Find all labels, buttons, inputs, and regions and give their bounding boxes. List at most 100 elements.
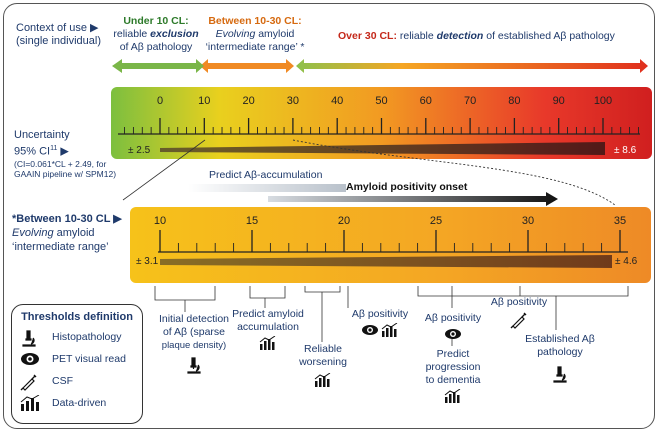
context-arrow-orange <box>200 59 294 73</box>
top-scale-tick-label: 30 <box>287 95 299 107</box>
segment-under10-text-b: exclusion <box>150 28 199 40</box>
annotation-predict-l1: Predict amyloid <box>232 308 304 320</box>
annotation-progression-l1: Predict <box>436 348 470 360</box>
top-scale-tick-label: 0 <box>157 95 163 107</box>
bottom-scale-tick-label: 10 <box>154 215 166 227</box>
segment-10to30: Between 10-30 CL: Evolving amyloid ‘inte… <box>200 15 310 54</box>
legend-label-pet: PET visual read <box>52 353 126 365</box>
annotation-predict-accumulation: Predict amyloid accumulation <box>228 308 308 354</box>
segment-under10-text-c: of Aβ pathology <box>119 41 193 53</box>
context-arrow-green <box>112 59 196 73</box>
segment-10to30-title: Between 10-30 CL: <box>208 15 302 27</box>
top-ci-band <box>160 142 605 155</box>
context-label-line1: Context of use ▶ <box>16 22 99 34</box>
top-scale-tick-label: 40 <box>331 95 343 107</box>
annotation-initial-l2: of Aβ (sparse <box>162 326 226 338</box>
bar-chart-icon <box>259 335 277 352</box>
legend: Thresholds definition Histopathology PET… <box>11 304 143 424</box>
context-arrow-green-head <box>196 59 204 73</box>
microscope-icon <box>551 365 569 383</box>
segment-10to30-text-b: amyloid <box>255 28 295 40</box>
annotation-progression-l3: to dementia <box>425 374 481 386</box>
segment-over30-text-b: detection <box>436 30 484 42</box>
zoom-connector-left <box>122 139 206 201</box>
annotation-abeta-positivity-2: Aβ positivity <box>418 312 488 345</box>
annotation-established-l1: Established Aβ <box>525 333 595 345</box>
legend-item-datadriven: Data-driven <box>20 394 140 413</box>
context-arrow-red <box>296 59 648 73</box>
bottom-ci-left: ± 3.1 <box>136 256 159 267</box>
uncertainty-arrow: ▶ <box>60 145 69 158</box>
top-ci-left: ± 2.5 <box>128 145 151 156</box>
annotation-initial-detection: Initial detection of Aβ (sparse plaque d… <box>154 313 234 378</box>
annotation-abeta-positivity-1: Aβ positivity <box>345 308 415 341</box>
annotation-abeta-positivity-3: Aβ positivity <box>484 296 554 333</box>
top-scale-tick-label: 50 <box>375 95 387 107</box>
segment-under10-title: Under 10 CL: <box>123 15 189 27</box>
segment-over30-text-c: of established Aβ pathology <box>483 30 615 42</box>
onset-arrow-label: Amyloid positivity onset <box>346 181 468 193</box>
bottom-scale-tick-label: 25 <box>430 215 442 227</box>
bottom-scale-tick-label: 30 <box>522 215 534 227</box>
bottom-scale-ticks <box>159 230 621 252</box>
eye-icon <box>20 351 42 369</box>
bar-chart-icon <box>314 372 332 389</box>
bracket-established <box>417 286 629 297</box>
legend-item-pet: PET visual read <box>20 351 140 369</box>
uncertainty-superscript: 11 <box>50 145 58 152</box>
segment-over30-title: Over 30 CL: <box>338 30 397 42</box>
legend-label-csf: CSF <box>52 375 73 387</box>
top-scale-ticks <box>124 118 639 134</box>
bottom-ci-band <box>160 255 612 268</box>
segment-10to30-text-c: ‘intermediate range’ * <box>205 41 305 53</box>
bar-chart-icon <box>20 394 42 413</box>
legend-label-histopathology: Histopathology <box>52 331 122 343</box>
uncertainty-note2: GAAIN pipeline w/ SPM12) <box>14 168 117 179</box>
uncertainty-note1: (CI=0.061*CL + 2.49, for <box>14 158 107 169</box>
figure-frame <box>3 3 655 429</box>
top-scale-tick-label: 60 <box>420 95 432 107</box>
syringe-icon <box>510 311 528 329</box>
segment-under10: Under 10 CL: reliable exclusion of Aβ pa… <box>113 15 199 54</box>
bottom-scale-tick-label: 15 <box>246 215 258 227</box>
annotation-initial-l3: plaque density) <box>161 340 227 351</box>
annotation-established: Established Aβ pathology <box>520 333 600 387</box>
top-scale-tick-label: 10 <box>198 95 210 107</box>
intermediate-line2b: amyloid <box>53 227 95 239</box>
top-scale-tick-label: 90 <box>553 95 565 107</box>
eye-icon <box>444 327 462 343</box>
bottom-scale-tick-labels: 10 15 20 25 30 35 <box>154 215 626 227</box>
annotation-initial-l1: Initial detection <box>158 313 230 325</box>
annotation-positivity1-label: Aβ positivity <box>351 308 409 320</box>
microscope-icon <box>185 356 203 374</box>
predict-arrow <box>188 184 346 192</box>
bracket-predict-accum <box>249 286 286 299</box>
eye-icon <box>361 323 379 339</box>
uncertainty-label: Uncertainty 95% CI11 ▶ (CI=0.061*CL + 2.… <box>14 128 116 179</box>
legend-item-histopathology: Histopathology <box>20 329 140 347</box>
annotation-worsening-l2: worsening <box>299 356 347 368</box>
annotation-established-l2: pathology <box>537 346 583 358</box>
annotation-reliable-worsening: Reliable worsening <box>298 343 348 391</box>
microscope-icon <box>20 329 42 347</box>
bottom-scale-bar <box>130 207 651 283</box>
context-label: Context of use ▶ (single individual) <box>16 22 101 48</box>
intermediate-line2a: Evolving <box>12 227 54 239</box>
bottom-ci-right: ± 4.6 <box>615 256 638 267</box>
context-arrows <box>112 59 648 73</box>
annotation-positivity3-label: Aβ positivity <box>490 296 548 308</box>
bottom-scale-tick-label: 20 <box>338 215 350 227</box>
bottom-scale-tick-label: 35 <box>614 215 626 227</box>
legend-item-csf: CSF <box>20 373 140 391</box>
top-scale-tick-label: 80 <box>508 95 520 107</box>
intermediate-label: *Between 10-30 CL ▶ Evolving amyloid ‘in… <box>12 212 122 254</box>
annotation-worsening-l1: Reliable <box>304 343 342 355</box>
legend-title: Thresholds definition <box>21 311 133 323</box>
annotation-positivity2-label: Aβ positivity <box>424 312 482 324</box>
bracket-worsening <box>304 286 341 293</box>
predict-arrow-label: Predict Aβ-accumulation <box>209 169 323 181</box>
intermediate-line3: ‘intermediate range’ <box>12 241 109 253</box>
bracket-initial <box>154 286 216 301</box>
